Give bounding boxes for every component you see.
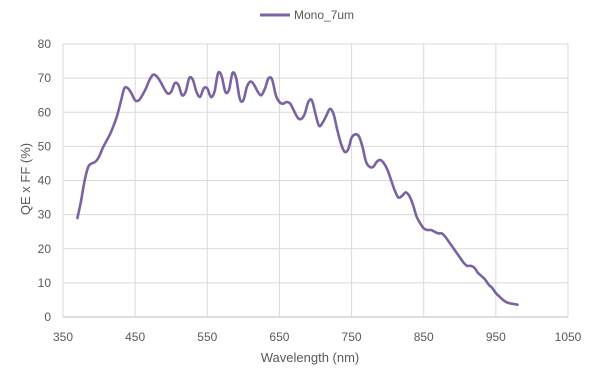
- x-tick-label: 850: [414, 330, 434, 344]
- series-line-mono-7um: [76, 70, 519, 307]
- y-tick-label: 60: [38, 105, 52, 119]
- x-tick-label: 650: [269, 330, 289, 344]
- y-axis-title: QE x FF (%): [18, 143, 33, 215]
- y-tick-label: 40: [38, 174, 52, 188]
- y-tick-label: 20: [38, 242, 52, 256]
- x-tick-label: 750: [342, 330, 362, 344]
- x-tick-label: 450: [125, 330, 145, 344]
- x-tick-label: 950: [486, 330, 506, 344]
- x-axis-tick-labels: 350 450 550 650 750 850 950 1050: [53, 330, 582, 344]
- y-tick-label: 80: [38, 37, 52, 51]
- legend-label-mono-7um: Mono_7um: [294, 8, 354, 22]
- chart-legend: Mono_7um: [260, 8, 354, 22]
- x-tick-label: 1050: [555, 330, 582, 344]
- x-axis-title: Wavelength (nm): [261, 350, 360, 365]
- y-tick-label: 10: [38, 276, 52, 290]
- chart-gridlines: [62, 43, 569, 318]
- x-tick-label: 550: [197, 330, 217, 344]
- y-tick-label: 0: [44, 310, 51, 324]
- y-axis-tick-labels: 0 10 20 30 40 50 60 70 80: [38, 37, 52, 324]
- y-tick-label: 50: [38, 139, 52, 153]
- y-tick-label: 70: [38, 71, 52, 85]
- y-tick-label: 30: [38, 208, 52, 222]
- x-tick-label: 350: [53, 330, 73, 344]
